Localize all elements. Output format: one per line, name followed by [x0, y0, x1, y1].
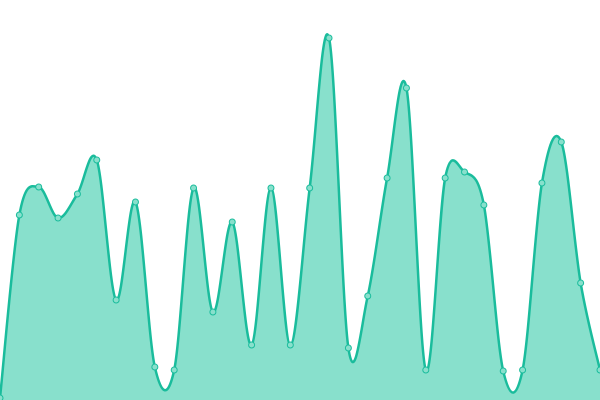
data-point — [441, 174, 449, 182]
data-point — [15, 211, 23, 219]
data-point — [499, 367, 507, 375]
data-point — [286, 341, 294, 349]
data-point — [35, 183, 43, 191]
data-point — [325, 34, 333, 42]
data-point — [383, 174, 391, 182]
data-point — [190, 184, 198, 192]
data-point — [422, 366, 430, 374]
data-point — [596, 366, 600, 374]
data-point — [112, 296, 120, 304]
data-point — [519, 366, 527, 374]
data-point — [0, 394, 4, 400]
data-point — [577, 279, 585, 287]
data-point — [480, 201, 488, 209]
data-point — [131, 198, 139, 206]
data-point — [461, 168, 469, 176]
data-point — [170, 366, 178, 374]
data-point — [267, 184, 275, 192]
area-fill — [0, 34, 600, 400]
data-point — [151, 363, 159, 371]
data-point — [306, 184, 314, 192]
data-point — [248, 341, 256, 349]
data-point — [538, 179, 546, 187]
data-point — [209, 308, 217, 316]
data-point — [54, 214, 62, 222]
data-point — [557, 138, 565, 146]
data-point — [228, 218, 236, 226]
data-point — [73, 190, 81, 198]
data-point — [364, 292, 372, 300]
data-point — [93, 156, 101, 164]
data-point — [344, 344, 352, 352]
data-point — [402, 84, 410, 92]
